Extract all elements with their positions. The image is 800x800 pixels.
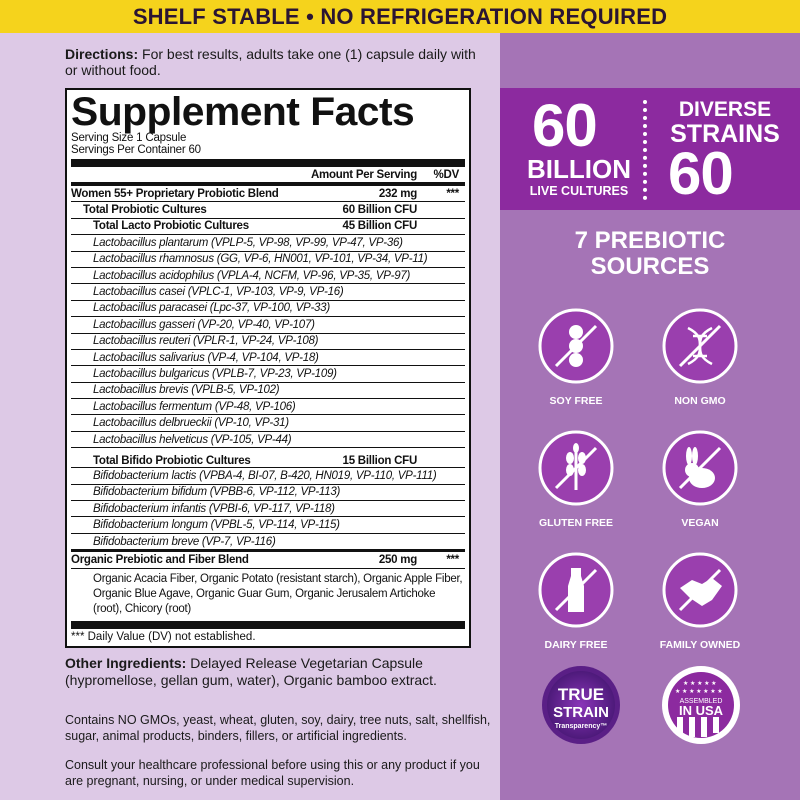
strain-name: Bifidobacterium lactis (VPBA-4, BI-07, B… <box>93 469 437 482</box>
highlights-block: 60 BILLION LIVE CULTURES DIVERSE STRAINS… <box>500 88 800 210</box>
strains-line2: STRAINS <box>670 120 780 148</box>
seal-true: TRUE <box>558 685 604 704</box>
facts-title: Supplement Facts <box>71 90 415 134</box>
non-gmo-icon <box>662 308 738 384</box>
strain-row: Lactobacillus bulgaricus (VPLB-7, VP-23,… <box>71 366 465 383</box>
strain-row: Bifidobacterium longum (VPBL-5, VP-114, … <box>71 517 465 534</box>
assembled-in-usa-seal: ★ ★ ★ ★ ★★ ★ ★ ★ ★ ★ ★ ASSEMBLED IN USA <box>662 666 740 744</box>
strain-name: Lactobacillus helveticus (VP-105, VP-44) <box>93 433 292 446</box>
handshake-icon <box>662 552 738 628</box>
cultures-label: LIVE CULTURES <box>529 184 629 198</box>
strain-name: Lactobacillus brevis (VPLB-5, VP-102) <box>93 384 280 397</box>
divider <box>71 159 465 167</box>
shelf-stable-banner: SHELF STABLE • NO REFRIGERATION REQUIRED <box>0 0 800 33</box>
svg-text:★ ★ ★ ★ ★ ★ ★: ★ ★ ★ ★ ★ ★ ★ <box>675 688 723 695</box>
strain-name: Bifidobacterium longum (VPBL-5, VP-114, … <box>93 519 340 532</box>
gluten-free-icon <box>538 430 614 506</box>
lacto-total-row: Total Lacto Probiotic Cultures 45 Billion… <box>71 219 465 236</box>
strain-name: Lactobacillus bulgaricus (VPLB-7, VP-23,… <box>93 367 337 380</box>
dv-footnote: *** Daily Value (DV) not established. <box>71 631 256 644</box>
strain-name: Lactobacillus casei (VPLC-1, VP-103, VP-… <box>93 286 344 299</box>
badge-label: GLUTEN FREE <box>538 517 614 529</box>
strains-line1: DIVERSE <box>678 98 772 121</box>
dotted-divider <box>643 100 647 200</box>
total-cultures-row: Total Probiotic Cultures 60 Billion CFU <box>71 202 465 219</box>
cultures-unit: BILLION <box>527 154 631 184</box>
consult-warning: Consult your healthcare professional bef… <box>65 758 480 788</box>
divider <box>71 621 465 630</box>
seal-strain: STRAIN <box>553 704 609 721</box>
strain-name: Lactobacillus salivarius (VP-4, VP-104, … <box>93 351 319 364</box>
badge-label: DAIRY FREE <box>544 639 608 651</box>
directions-text: For best results, adults take one (1) ca… <box>65 46 476 78</box>
prebiotic-row: Organic Prebiotic and Fiber Blend 250 mg *… <box>71 550 465 570</box>
strain-row: Bifidobacterium lactis (VPBA-4, BI-07, B… <box>71 468 465 485</box>
strain-row: Bifidobacterium infantis (VPBI-6, VP-117… <box>71 501 465 518</box>
soy-free-icon <box>538 308 614 384</box>
strain-name: Bifidobacterium infantis (VPBI-6, VP-117… <box>93 502 335 515</box>
strain-name: Bifidobacterium breve (VP-7, VP-116) <box>93 535 276 548</box>
badge-label: VEGAN <box>681 517 719 529</box>
badge-label: SOY FREE <box>549 395 603 407</box>
strain-row: Lactobacillus salivarius (VP-4, VP-104, … <box>71 350 465 367</box>
contains-statement: Contains NO GMOs, yeast, wheat, gluten, … <box>65 713 491 743</box>
strains-number: 60 <box>668 140 734 207</box>
vegan-rabbit-icon <box>662 430 738 506</box>
strain-row: Lactobacillus paracasei (Lpc-37, VP-100,… <box>71 301 465 318</box>
blend-row: Women 55+ Proprietary Probiotic Blend 232… <box>71 186 465 203</box>
svg-text:★ ★ ★ ★ ★: ★ ★ ★ ★ ★ <box>683 680 717 687</box>
strain-row: Lactobacillus helveticus (VP-105, VP-44) <box>71 432 465 449</box>
strain-row: Lactobacillus casei (VPLC-1, VP-103, VP-… <box>71 284 465 301</box>
strain-row: Lactobacillus delbrueckii (VP-10, VP-31) <box>71 415 465 432</box>
strain-name: Lactobacillus reuteri (VPLR-1, VP-24, VP… <box>93 335 319 348</box>
directions-label: Directions: <box>65 46 139 62</box>
strain-name: Lactobacillus paracasei (Lpc-37, VP-100,… <box>93 302 330 315</box>
strain-row: Lactobacillus plantarum (VPLP-5, VP-98, … <box>71 235 465 252</box>
strain-row: Bifidobacterium breve (VP-7, VP-116) <box>71 534 465 551</box>
serving-size: Serving Size 1 Capsule <box>71 132 187 144</box>
strain-name: Lactobacillus fermentum (VP-48, VP-106) <box>93 400 296 413</box>
cultures-number: 60 <box>532 92 598 159</box>
badge-label: NON GMO <box>674 395 726 407</box>
strain-name: Bifidobacterium bifidum (VPBB-6, VP-112,… <box>93 486 341 499</box>
column-header: Amount Per Serving %DV <box>71 167 465 186</box>
strain-name: Lactobacillus gasseri (VP-20, VP-40, VP-… <box>93 318 315 331</box>
seal-transparency: Transparency™ <box>555 723 608 730</box>
badge-label: FAMILY OWNED <box>659 639 741 651</box>
supplement-facts-panel: Supplement Facts Serving Size 1 Capsule … <box>65 88 471 648</box>
bifido-total-row: Total Bifido Probiotic Cultures 15 Billio… <box>71 448 465 469</box>
strain-name: Lactobacillus plantarum (VPLP-5, VP-98, … <box>93 236 403 249</box>
strain-name: Lactobacillus delbrueckii (VP-10, VP-31) <box>93 417 289 430</box>
dairy-free-icon <box>538 552 614 628</box>
strain-row: Lactobacillus reuteri (VPLR-1, VP-24, VP… <box>71 334 465 350</box>
strain-name: Lactobacillus acidophilus (VPLA-4, NCFM,… <box>93 269 411 282</box>
strain-row: Lactobacillus fermentum (VP-48, VP-106) <box>71 399 465 416</box>
other-ingredients: Other Ingredients: Delayed Release Veget… <box>65 655 437 688</box>
servings-per-container: Servings Per Container 60 <box>71 144 201 156</box>
strain-name: Lactobacillus rhamnosus (GG, VP-6, HN001… <box>93 253 428 266</box>
prebiotic-sources: 7 PREBIOTIC SOURCES <box>574 227 726 280</box>
strain-row: Bifidobacterium bifidum (VPBB-6, VP-112,… <box>71 485 465 502</box>
seal-assembled: ASSEMBLED <box>680 698 723 705</box>
strain-row: Lactobacillus rhamnosus (GG, VP-6, HN001… <box>71 252 465 268</box>
strain-row: Lactobacillus acidophilus (VPLA-4, NCFM,… <box>71 268 465 285</box>
seal-in-usa: IN USA <box>679 703 724 718</box>
true-strain-seal: TRUE STRAIN Transparency™ <box>542 666 620 744</box>
directions: Directions: For best results, adults tak… <box>65 46 485 78</box>
strain-row: Lactobacillus gasseri (VP-20, VP-40, VP-… <box>71 317 465 334</box>
strain-row: Lactobacillus brevis (VPLB-5, VP-102) <box>71 383 465 400</box>
prebiotic-ingredients: Organic Acacia Fiber, Organic Potato (re… <box>93 573 463 616</box>
